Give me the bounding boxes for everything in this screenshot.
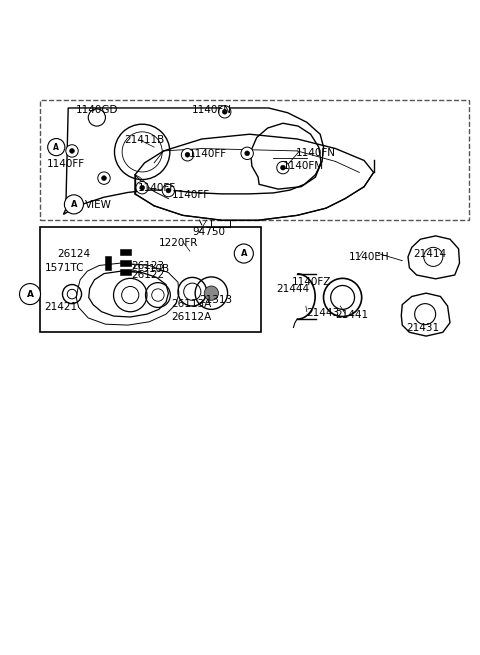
Circle shape	[70, 149, 74, 153]
Text: 21444: 21444	[276, 284, 309, 294]
Text: 1140FF: 1140FF	[47, 159, 85, 169]
Circle shape	[20, 284, 40, 305]
Circle shape	[48, 138, 65, 156]
Text: A: A	[71, 200, 77, 209]
Text: 1140FZ: 1140FZ	[291, 277, 331, 287]
Text: A: A	[53, 143, 59, 151]
Text: 26112A: 26112A	[171, 312, 211, 322]
Text: 26124: 26124	[58, 248, 91, 259]
Bar	[106, 256, 111, 271]
Text: 21313: 21313	[199, 295, 233, 305]
Text: 21414: 21414	[413, 248, 446, 259]
Circle shape	[181, 149, 194, 161]
Text: 1220FR: 1220FR	[159, 238, 198, 248]
Circle shape	[140, 185, 144, 190]
Circle shape	[136, 181, 148, 194]
Text: 21443: 21443	[306, 309, 339, 318]
Circle shape	[66, 145, 78, 157]
Circle shape	[185, 153, 190, 157]
Text: 26123: 26123	[131, 261, 164, 271]
Text: 1140FF: 1140FF	[137, 183, 176, 193]
Circle shape	[241, 147, 253, 160]
Circle shape	[204, 286, 218, 300]
Text: 21411B: 21411B	[124, 135, 165, 145]
Text: 1140FN: 1140FN	[192, 105, 231, 115]
Bar	[120, 260, 131, 266]
Circle shape	[277, 161, 289, 174]
Text: 21421: 21421	[44, 302, 77, 312]
Text: 1140FF: 1140FF	[189, 149, 227, 159]
Text: 21431: 21431	[406, 324, 439, 333]
Circle shape	[88, 109, 106, 126]
Circle shape	[234, 244, 253, 263]
Circle shape	[102, 176, 107, 181]
Circle shape	[64, 195, 84, 214]
Circle shape	[222, 109, 227, 114]
Text: 94750: 94750	[192, 227, 225, 237]
Circle shape	[281, 165, 285, 170]
Circle shape	[166, 188, 171, 193]
Text: 1140FM: 1140FM	[283, 161, 324, 171]
Circle shape	[245, 151, 250, 156]
Circle shape	[162, 184, 175, 196]
Text: A: A	[26, 290, 34, 299]
Bar	[120, 269, 131, 274]
Text: A: A	[240, 249, 247, 258]
Circle shape	[98, 172, 110, 184]
Text: 1571TC: 1571TC	[44, 263, 84, 273]
Bar	[120, 250, 131, 255]
Bar	[39, 100, 469, 220]
Text: 1140FF: 1140FF	[172, 191, 210, 200]
Circle shape	[218, 105, 231, 118]
Text: 26113A: 26113A	[171, 299, 211, 309]
Text: 1140FN: 1140FN	[296, 148, 336, 159]
Text: 26122: 26122	[131, 270, 164, 280]
Text: VIEW: VIEW	[85, 200, 112, 210]
Text: 1140GD: 1140GD	[75, 105, 118, 115]
Bar	[39, 227, 262, 332]
Text: 21441: 21441	[336, 310, 369, 320]
Text: 1140EH: 1140EH	[349, 252, 389, 262]
Text: 21310B: 21310B	[129, 264, 169, 274]
